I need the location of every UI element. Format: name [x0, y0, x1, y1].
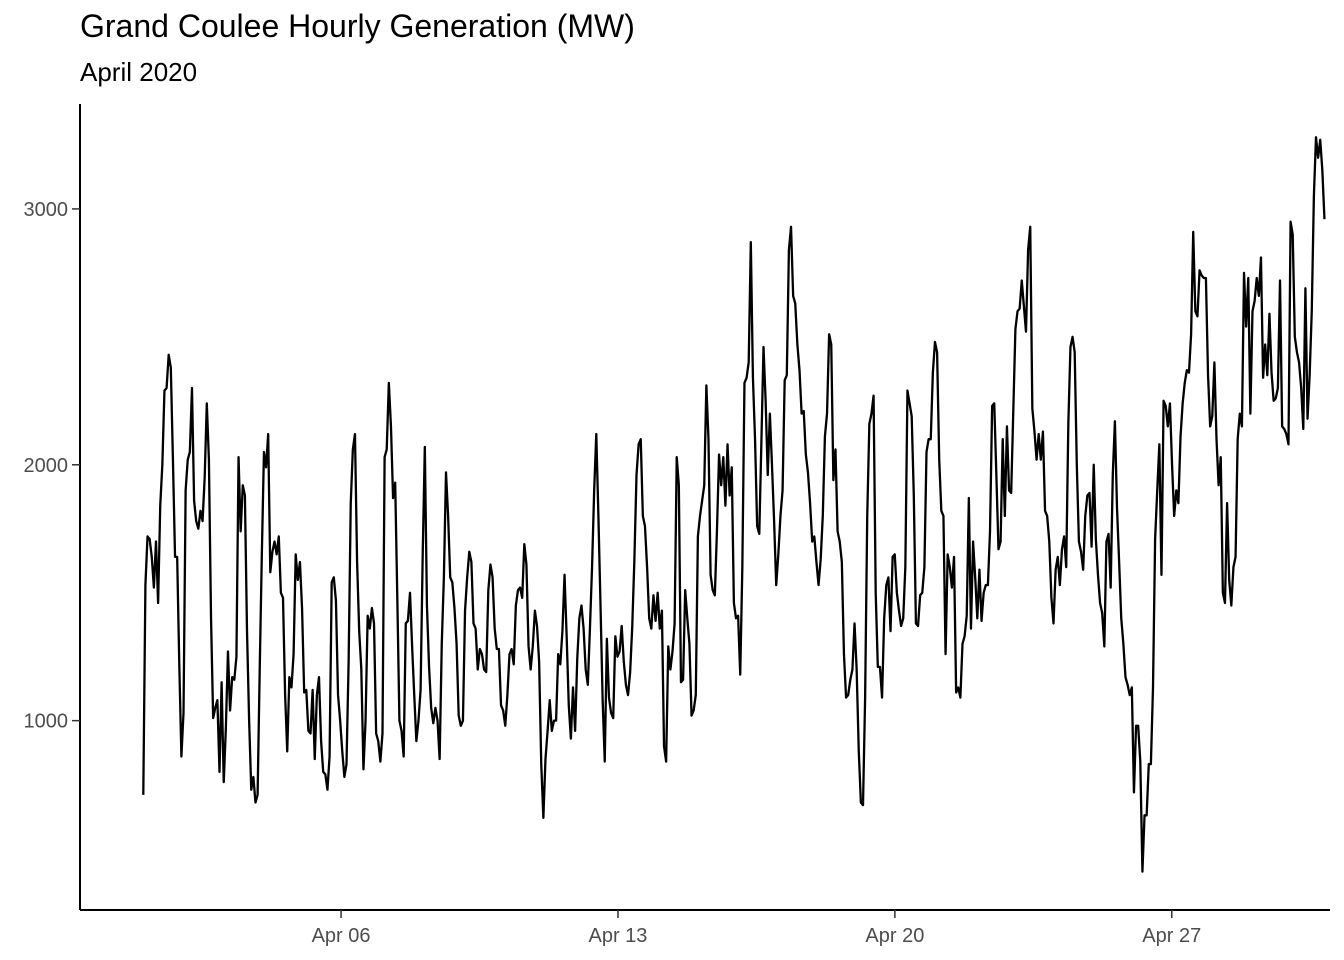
- chart-title: Grand Coulee Hourly Generation (MW): [80, 8, 635, 44]
- y-tick-label: 3000: [24, 199, 69, 221]
- data-series: [142, 136, 1326, 873]
- x-tick-label: Apr 27: [1142, 925, 1201, 947]
- y-tick-label: 1000: [24, 711, 69, 733]
- chart-subtitle: April 2020: [80, 57, 198, 87]
- series-line-generation: [142, 136, 1326, 873]
- axes: 1000 2000 3000 Apr 06 Apr 13 Apr 20 Apr 27: [24, 104, 1330, 947]
- x-tick-label: Apr 20: [865, 925, 924, 947]
- x-tick-label: Apr 13: [589, 925, 648, 947]
- y-tick-label: 2000: [24, 455, 69, 477]
- x-tick-label: Apr 06: [312, 925, 371, 947]
